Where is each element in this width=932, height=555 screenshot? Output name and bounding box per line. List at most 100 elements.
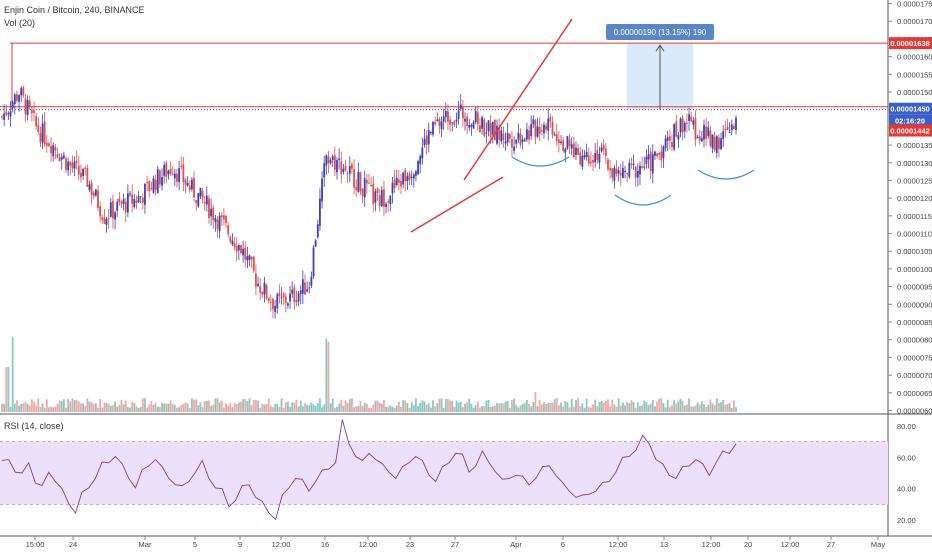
volume-bar (447, 398, 449, 412)
volume-legend: Vol (20) (4, 18, 36, 28)
measure-arrow-head (655, 44, 665, 52)
volume-bar (474, 405, 477, 412)
volume-bar (33, 401, 35, 412)
volume-bar (92, 403, 95, 412)
volume-bar (459, 401, 462, 412)
volume-bar (707, 404, 710, 412)
candle-body (304, 282, 306, 295)
candle-body (171, 174, 174, 176)
candle-body (301, 279, 304, 294)
candle-body (641, 166, 644, 169)
volume-bar (199, 402, 202, 412)
candle-body (97, 190, 99, 208)
candle-body (555, 133, 558, 141)
volume-bar (570, 398, 573, 412)
candle-body (487, 120, 490, 132)
volume-bar (683, 405, 686, 412)
volume-bar (709, 399, 712, 412)
candle-body (152, 178, 155, 193)
volume-bar (639, 405, 641, 412)
volume-bar (101, 407, 104, 412)
volume-bar (372, 404, 375, 412)
volume-bar (293, 402, 296, 412)
candle-body (440, 121, 443, 129)
volume-bar (632, 402, 635, 412)
volume-bar (193, 399, 195, 412)
volume-bar (641, 405, 644, 412)
candle-body (94, 189, 97, 196)
x-tick-label: Mar (139, 540, 152, 549)
candle-body (615, 168, 618, 174)
candles (1, 85, 737, 319)
volume-bar (250, 405, 253, 412)
volume-bar (468, 398, 471, 412)
volume-bar (585, 398, 588, 412)
candle-body (109, 202, 112, 217)
volume-bar (521, 403, 524, 412)
candle-body (22, 87, 25, 96)
candle-body (368, 182, 370, 184)
candle-body (321, 178, 323, 202)
candle-body (312, 247, 315, 277)
candle-body (229, 236, 232, 242)
candle-body (632, 163, 635, 165)
volume-bar (412, 405, 415, 412)
volume-bar (376, 400, 379, 412)
candle-body (656, 153, 658, 157)
candle-body (611, 168, 614, 178)
volume-bar (129, 407, 131, 412)
candle-body (724, 129, 727, 131)
candle-body (257, 283, 259, 287)
candle-body (634, 166, 637, 178)
volume-bar (62, 399, 65, 412)
candle-body (660, 151, 663, 161)
volume-bar (470, 403, 473, 412)
candle-body (468, 124, 471, 128)
volume-bar (461, 406, 464, 412)
candle-body (538, 127, 541, 134)
volume-bar (161, 402, 163, 412)
volume-bar (287, 401, 289, 412)
volume-bar (218, 402, 221, 412)
candle-body (235, 246, 238, 252)
candle-body (378, 195, 381, 206)
candle-body (173, 173, 176, 179)
volume-bar (37, 398, 40, 412)
candle-body (118, 198, 121, 203)
volume-bar (77, 401, 80, 412)
head-arc (614, 194, 672, 206)
volume-bar (323, 404, 326, 412)
candle-body (504, 141, 507, 144)
candle-body (681, 117, 684, 133)
candle-body (735, 117, 737, 130)
volume-bar (1, 403, 3, 412)
candle-body (694, 118, 697, 140)
candle-body (205, 195, 208, 205)
candle-body (69, 162, 72, 166)
volume-bar (54, 406, 57, 412)
candle-body (577, 147, 580, 155)
volume-bar (636, 402, 639, 412)
volume-bar (722, 399, 725, 412)
price-tag-current-bg (889, 102, 932, 115)
candle-body (696, 137, 699, 139)
candle-body (692, 120, 695, 125)
candle-body (342, 168, 345, 173)
volume-bar (594, 399, 597, 412)
volume-bar (225, 403, 227, 412)
x-tick-label: 20 (744, 540, 752, 549)
candle-body (26, 100, 29, 116)
volume-bar (368, 407, 370, 412)
volume-bar (402, 400, 405, 412)
volume-bar (182, 403, 185, 412)
candle-body (523, 139, 526, 141)
candle-body (252, 256, 255, 271)
x-tick-label: 23 (406, 540, 414, 549)
x-tick-label: 5 (193, 540, 197, 549)
volume-bar (242, 399, 245, 412)
candle-body (438, 118, 441, 127)
volume-bar (82, 403, 84, 412)
